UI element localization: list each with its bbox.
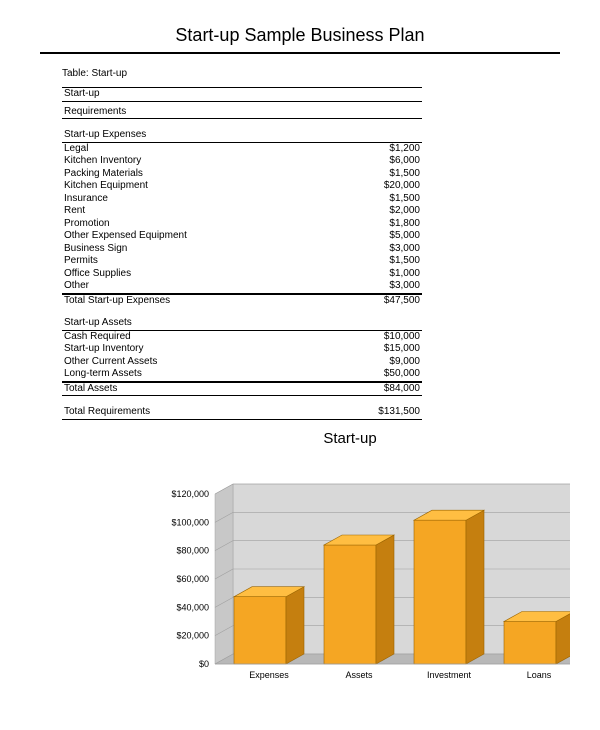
expenses-total-label: Total Start-up Expenses [64, 295, 350, 308]
startup-table: Start-up Requirements Start-up Expenses … [62, 87, 422, 420]
table-row: Rent$2,000 [62, 205, 422, 218]
svg-text:Investment: Investment [427, 670, 472, 680]
row-label: Long-term Assets [64, 368, 350, 381]
svg-text:$120,000: $120,000 [171, 489, 209, 499]
table-row: Cash Required$10,000 [62, 331, 422, 344]
svg-text:$40,000: $40,000 [176, 602, 209, 612]
table-row: Office Supplies$1,000 [62, 268, 422, 281]
chart-svg: $0 $20,000 $40,000 $60,000 $80,000 $100,000 $1… [130, 459, 570, 689]
row-label: Cash Required [64, 331, 350, 344]
row-value: $10,000 [350, 331, 420, 344]
table-row: Packing Materials$1,500 [62, 168, 422, 181]
table-row: Start-up Inventory$15,000 [62, 343, 422, 356]
svg-text:$80,000: $80,000 [176, 545, 209, 555]
table-row: Other Expensed Equipment$5,000 [62, 230, 422, 243]
startup-chart: Start-up $0$20,000$40,000$60,000$80,000$… [130, 430, 570, 689]
row-value: $1,500 [350, 193, 420, 206]
page-title: Start-up Sample Business Plan [40, 25, 560, 46]
chart-title: Start-up [130, 430, 570, 447]
assets-total-value: $84,000 [350, 383, 420, 396]
row-label: Permits [64, 255, 350, 268]
requirements-total-label: Total Requirements [64, 406, 350, 419]
row-label: Office Supplies [64, 268, 350, 281]
row-value: $15,000 [350, 343, 420, 356]
table-row: Kitchen Equipment$20,000 [62, 180, 422, 193]
row-label: Legal [64, 143, 350, 156]
assets-header: Start-up Assets [64, 317, 420, 330]
table-row: Other$3,000 [62, 280, 422, 294]
row-label: Start-up Inventory [64, 343, 350, 356]
svg-text:$20,000: $20,000 [176, 630, 209, 640]
row-value: $2,000 [350, 205, 420, 218]
table-row: Long-term Assets$50,000 [62, 368, 422, 382]
table-row: Permits$1,500 [62, 255, 422, 268]
header-startup: Start-up [64, 88, 420, 101]
row-label: Kitchen Equipment [64, 180, 350, 193]
row-value: $1,500 [350, 255, 420, 268]
row-label: Other [64, 280, 350, 293]
row-label: Other Current Assets [64, 356, 350, 369]
row-label: Packing Materials [64, 168, 350, 181]
row-label: Kitchen Inventory [64, 155, 350, 168]
row-value: $9,000 [350, 356, 420, 369]
row-value: $5,000 [350, 230, 420, 243]
row-value: $1,200 [350, 143, 420, 156]
row-label: Rent [64, 205, 350, 218]
svg-text:Expenses: Expenses [249, 670, 289, 680]
row-value: $1,500 [350, 168, 420, 181]
expenses-total-value: $47,500 [350, 295, 420, 308]
table-row: Business Sign$3,000 [62, 243, 422, 256]
row-label: Insurance [64, 193, 350, 206]
table-row: Promotion$1,800 [62, 218, 422, 231]
svg-text:$0: $0 [199, 659, 209, 669]
svg-text:Loans: Loans [527, 670, 552, 680]
row-label: Promotion [64, 218, 350, 231]
table-row: Insurance$1,500 [62, 193, 422, 206]
row-value: $6,000 [350, 155, 420, 168]
svg-text:Assets: Assets [345, 670, 373, 680]
row-value: $1,000 [350, 268, 420, 281]
row-label: Other Expensed Equipment [64, 230, 350, 243]
row-value: $1,800 [350, 218, 420, 231]
header-requirements: Requirements [64, 106, 420, 119]
table-row: Legal$1,200 [62, 143, 422, 156]
table-caption: Table: Start-up [62, 68, 560, 79]
expenses-header: Start-up Expenses [64, 129, 420, 142]
table-row: Kitchen Inventory$6,000 [62, 155, 422, 168]
table-row: Other Current Assets$9,000 [62, 356, 422, 369]
row-label: Business Sign [64, 243, 350, 256]
row-value: $3,000 [350, 280, 420, 293]
svg-text:$100,000: $100,000 [171, 517, 209, 527]
row-value: $50,000 [350, 368, 420, 381]
row-value: $3,000 [350, 243, 420, 256]
row-value: $20,000 [350, 180, 420, 193]
svg-text:$60,000: $60,000 [176, 574, 209, 584]
assets-total-label: Total Assets [64, 383, 350, 396]
title-rule [40, 52, 560, 54]
requirements-total-value: $131,500 [350, 406, 420, 419]
